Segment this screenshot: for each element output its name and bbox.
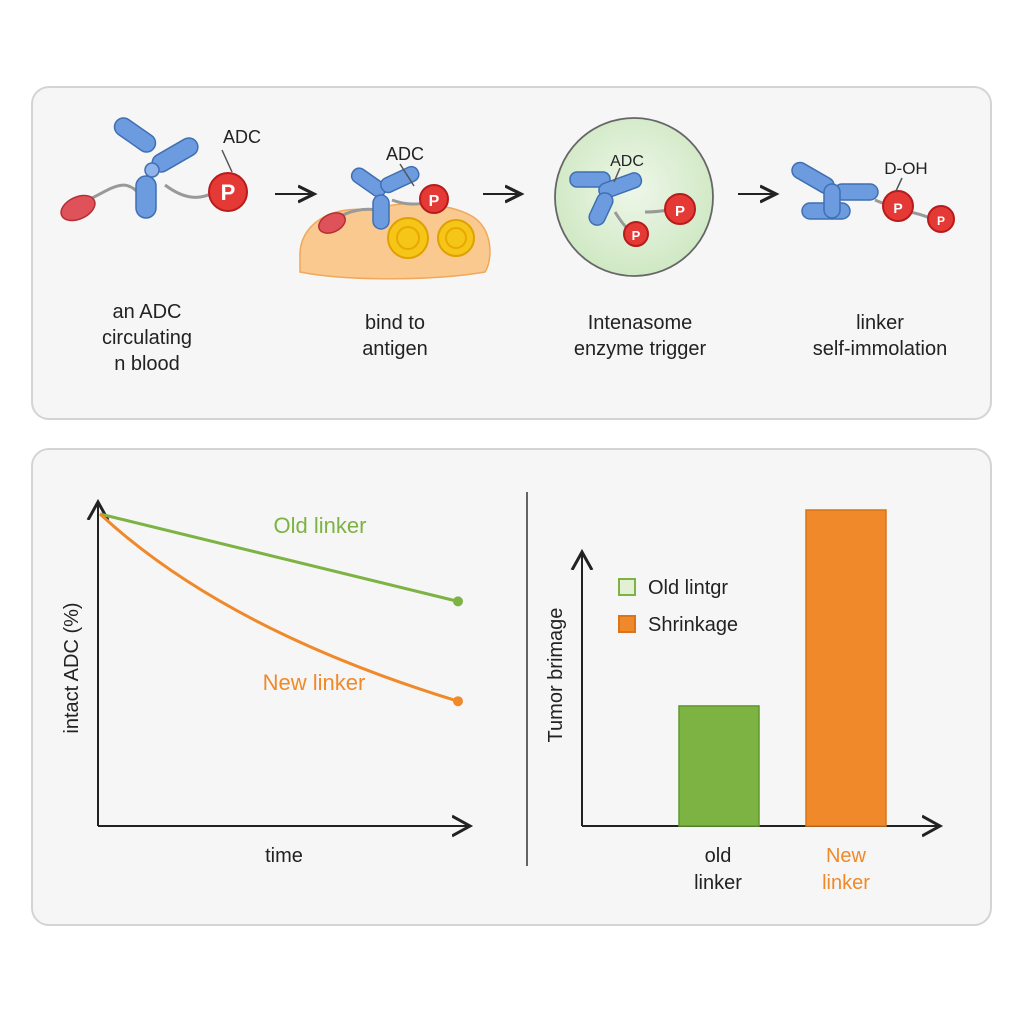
drug-release-tag: D-OH — [884, 159, 927, 178]
legend-swatch-shrinkage — [618, 615, 636, 633]
antibody-icon — [569, 171, 643, 226]
legend-label-shrinkage: Shrinkage — [648, 614, 738, 636]
line-chart-x-label: time — [265, 845, 303, 867]
step-caption-3: Intenasome enzyme trigger — [573, 312, 707, 360]
bar-category-new-line1: New — [826, 845, 867, 867]
line-series-old — [99, 512, 459, 603]
bar-old-linker — [678, 705, 760, 827]
bar-chart-y-label: Tumor brimage — [545, 608, 567, 743]
antibody-icon — [350, 165, 420, 230]
antibody-icon — [113, 117, 199, 219]
line-endpoint-old — [453, 596, 463, 607]
antigen-icon — [387, 217, 429, 259]
svg-text:P: P — [632, 228, 641, 243]
payload-letter: P — [221, 180, 236, 205]
legend-swatch-old — [618, 578, 636, 596]
payload-capsule-icon — [60, 194, 96, 222]
bar-chart-legend: Old lintgr Shrinkage — [618, 577, 738, 636]
svg-text:P: P — [893, 200, 902, 216]
line-series-new — [98, 512, 459, 703]
payload-icon — [208, 172, 248, 212]
released-drug-icon — [882, 190, 914, 222]
svg-text:P: P — [937, 214, 945, 228]
adc-binding-figure: P ADC — [299, 144, 491, 280]
lysosome-figure: P P ADC — [554, 117, 714, 277]
adc-tag-1: ADC — [223, 127, 261, 147]
antibody-icon — [791, 161, 879, 220]
svg-text:P: P — [429, 193, 440, 210]
step-caption-4: linker self-immolation — [812, 312, 948, 360]
bar-chart-bars — [678, 509, 887, 827]
adc-tag-2: ADC — [386, 144, 424, 164]
new-linker-line-label: New linker — [263, 670, 366, 695]
old-linker-line-label: Old linker — [274, 513, 367, 538]
adc-tag-3: ADC — [610, 153, 644, 170]
self-immolation-figure: P P D-OH — [791, 159, 955, 233]
legend-label-old: Old lintgr — [648, 577, 728, 599]
bar-category-new-line2: linker — [822, 872, 870, 894]
lysosome-icon — [554, 117, 714, 277]
line-chart-y-label: intact ADC (%) — [61, 602, 83, 733]
bar-category-old-line2: linker — [694, 872, 742, 894]
adc-circulating-figure: P ADC — [60, 117, 261, 222]
line-endpoint-new — [453, 696, 463, 707]
step-caption-1: an ADC circulating n blood — [101, 301, 193, 375]
bar-new-linker — [805, 509, 887, 827]
step-caption-2: bind to antigen — [362, 312, 428, 360]
svg-text:P: P — [675, 203, 685, 220]
bar-category-old-line1: old — [705, 845, 732, 867]
line-chart-series — [98, 512, 463, 707]
